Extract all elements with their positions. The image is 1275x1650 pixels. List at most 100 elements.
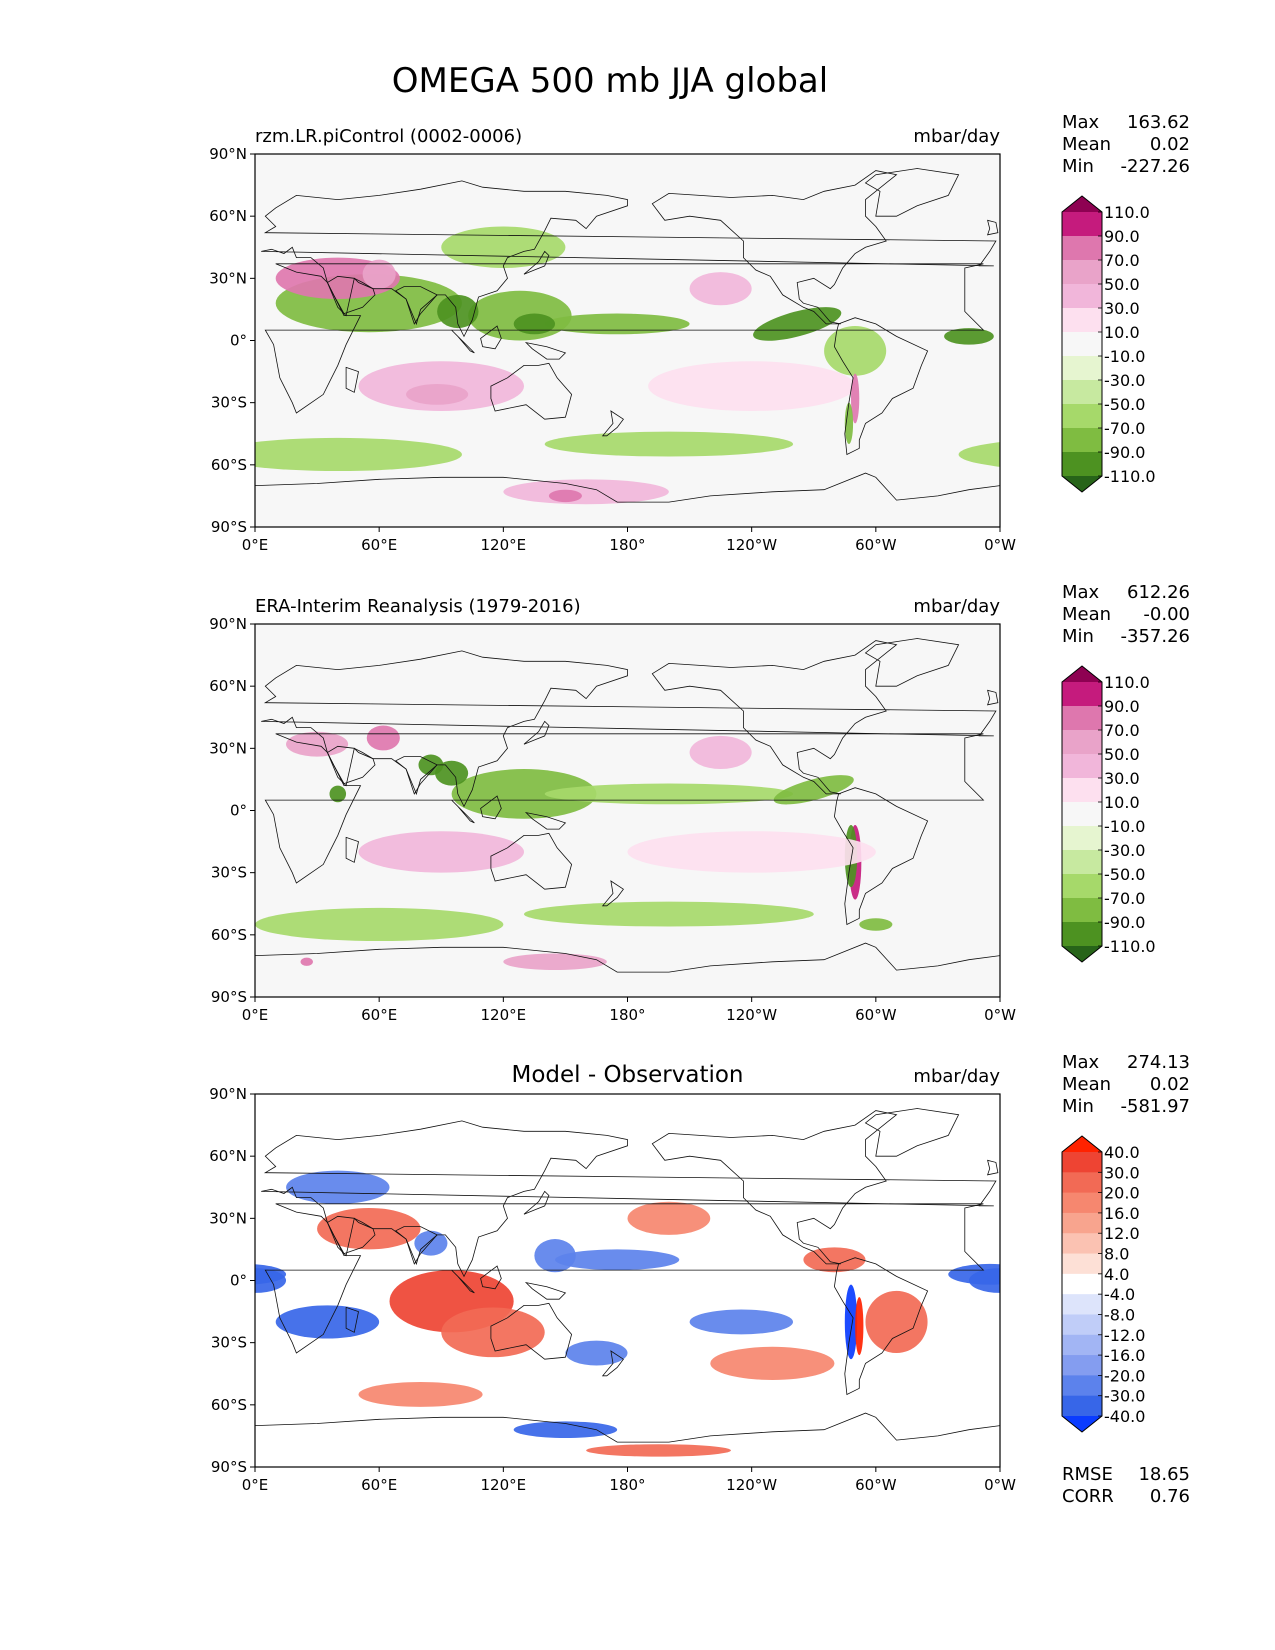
colorbar-label: -110.0	[1104, 937, 1156, 956]
x-tick-label: 0°W	[984, 536, 1016, 554]
colorbar-label: 90.0	[1104, 697, 1140, 716]
contour-feature	[418, 754, 444, 776]
colorbar-segment	[1062, 1375, 1102, 1397]
contour-feature	[255, 437, 462, 472]
colorbar-label: -12.0	[1104, 1326, 1145, 1345]
contour-feature	[648, 361, 856, 411]
contour-feature	[689, 735, 752, 770]
coastline	[345, 836, 359, 863]
colorbar-label: 20.0	[1104, 1184, 1140, 1203]
x-tick-label: 60°E	[361, 1006, 397, 1024]
colorbar-segment	[1062, 332, 1102, 357]
stat-value-max: 163.62	[1127, 112, 1190, 133]
colorbar-label: 8.0	[1104, 1245, 1129, 1264]
contour-feature	[441, 226, 566, 268]
contour-feature	[534, 1239, 576, 1273]
contour-feature	[300, 957, 313, 966]
contour-feature	[441, 1307, 545, 1358]
colorbar-label: 90.0	[1104, 227, 1140, 246]
colorbar-extend-top	[1062, 196, 1102, 212]
contour-feature	[627, 1201, 711, 1235]
panel-units: mbar/day	[913, 596, 1000, 617]
coastline	[986, 689, 999, 706]
contour-feature	[844, 402, 854, 445]
coastline	[490, 1302, 573, 1360]
stat-label-min: Min	[1062, 626, 1094, 647]
x-tick-label: 120°E	[481, 1006, 527, 1024]
contour-feature	[275, 1305, 380, 1339]
coastline	[490, 362, 573, 420]
x-tick-label: 60°W	[855, 536, 897, 554]
colorbar-label: 16.0	[1104, 1204, 1140, 1223]
colorbar-label: 30.0	[1104, 769, 1140, 788]
colorbar-label: -70.0	[1104, 889, 1145, 908]
y-tick-label: 30°S	[211, 864, 247, 882]
y-tick-label: 30°N	[209, 269, 247, 287]
contour-feature	[503, 479, 669, 505]
contour-feature	[451, 769, 597, 819]
panel-title: Model - Observation	[511, 1062, 743, 1088]
colorbar-segment	[1062, 428, 1102, 453]
coastline	[451, 799, 475, 824]
contour-feature	[548, 489, 582, 503]
colorbar-label: 110.0	[1104, 673, 1150, 692]
coastline	[451, 1269, 475, 1294]
contour-feature	[565, 1340, 628, 1366]
coastline	[326, 275, 376, 315]
colorbar-label: -40.0	[1104, 1407, 1145, 1426]
coastline	[651, 170, 898, 325]
panel-title: rzm.LR.piControl (0002-0006)	[255, 126, 522, 147]
coastline	[523, 250, 550, 275]
colorbar-segment	[1062, 1273, 1102, 1295]
y-tick-label: 60°S	[211, 926, 247, 944]
contour-feature	[435, 760, 469, 786]
contour-feature	[753, 307, 842, 341]
coastline	[394, 756, 438, 795]
colorbar: 40.030.020.016.012.08.04.0-4.0-8.0-12.0-…	[1061, 1135, 1145, 1433]
colorbar-label: -10.0	[1104, 347, 1145, 366]
coastline	[524, 1281, 567, 1300]
contour-feature	[513, 313, 556, 335]
colorbar-label: -30.0	[1104, 1387, 1145, 1406]
contour-feature	[773, 775, 854, 805]
x-tick-label: 180°	[609, 1006, 645, 1024]
colorbar-label: -30.0	[1104, 841, 1145, 860]
colorbar-label: -4.0	[1104, 1285, 1135, 1304]
stat-value-min: -581.97	[1121, 1096, 1190, 1117]
contour-feature	[859, 918, 893, 931]
contour-feature	[710, 1346, 835, 1380]
map-background	[255, 154, 1000, 527]
colorbar-segment	[1062, 922, 1102, 947]
contour-feature	[255, 1264, 287, 1285]
x-tick-label: 0°W	[984, 1476, 1016, 1494]
contour-feature	[513, 1421, 618, 1438]
colorbar-segment	[1062, 1294, 1102, 1315]
colorbar-extend-bottom	[1062, 476, 1102, 492]
colorbar-segment	[1062, 778, 1102, 803]
contour-feature	[317, 1207, 421, 1250]
stat-label-mean: Mean	[1062, 134, 1111, 155]
coastline	[255, 1412, 1000, 1467]
stat-value-mean: -0.00	[1143, 604, 1190, 625]
metric-value-corr: 0.76	[1150, 1486, 1190, 1507]
panel-units: mbar/day	[913, 126, 1000, 147]
coastline	[480, 325, 502, 350]
colorbar-segment	[1062, 1395, 1102, 1417]
panel-model: 0°E 60°E 120°E 180° 120°W 60°W 0°W 90°N 60°N 30°N…	[209, 112, 1190, 554]
stat-value-min: -357.26	[1121, 626, 1190, 647]
colorbar-segment	[1062, 1355, 1102, 1376]
contour-feature	[944, 328, 994, 345]
y-tick-label: 0°	[230, 332, 247, 350]
colorbar-label: -90.0	[1104, 913, 1145, 932]
coastline	[451, 329, 475, 354]
y-tick-label: 90°N	[209, 1085, 247, 1103]
colorbar-label: 70.0	[1104, 721, 1140, 740]
colorbar-segment	[1062, 260, 1102, 285]
colorbar-segment	[1062, 308, 1102, 333]
colorbar-label: 110.0	[1104, 203, 1150, 222]
colorbar-label: 50.0	[1104, 275, 1140, 294]
colorbar-segment	[1062, 1192, 1102, 1214]
x-tick-label: 60°W	[855, 1006, 897, 1024]
coastline	[394, 286, 438, 325]
colorbar-segment	[1062, 356, 1102, 381]
